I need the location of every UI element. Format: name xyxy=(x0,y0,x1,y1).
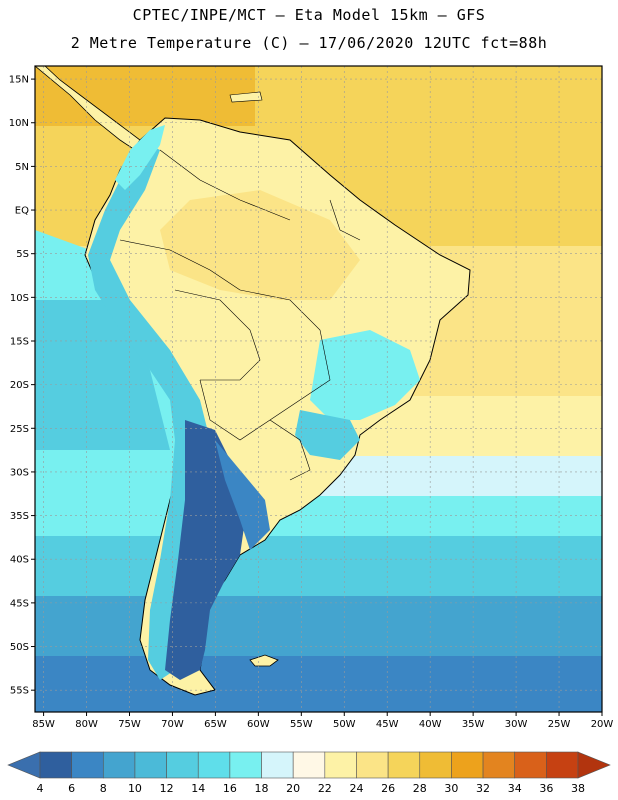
lon-label: 85W xyxy=(32,719,55,730)
chart-title-line-2: 2 Metre Temperature (C) – 17/06/2020 12U… xyxy=(70,34,548,52)
lat-label: 45S xyxy=(10,598,29,609)
colorbar-label: 12 xyxy=(160,782,174,795)
lat-label: 15N xyxy=(9,75,29,86)
lat-label: 25S xyxy=(10,424,29,435)
lat-label: 10S xyxy=(10,293,29,304)
pampas-cool-region xyxy=(215,440,270,550)
colorbar-swatch xyxy=(482,751,516,779)
colorbar-label: 6 xyxy=(68,782,75,795)
colorbar-swatch xyxy=(166,751,199,779)
ocean-band-14 xyxy=(35,536,602,596)
lon-label: 50W xyxy=(333,719,356,730)
brazil-highlands-cool xyxy=(310,330,420,420)
lat-label: 5N xyxy=(15,162,29,173)
colorbar-swatch xyxy=(514,751,547,779)
colorbar-swatch xyxy=(451,751,484,779)
colorbar-swatch xyxy=(324,751,357,779)
colorbar-label: 36 xyxy=(539,782,553,795)
amazon-warm-region xyxy=(160,190,360,300)
lon-label: 65W xyxy=(204,719,227,730)
colorbar-label: 28 xyxy=(413,782,427,795)
andes-cold-strip xyxy=(88,140,210,680)
longitude-labels: 85W 80W 75W 70W 65W 60W 55W 50W 45W 40W 35W 30W 25W 2… xyxy=(32,712,613,730)
colorbar-label: 4 xyxy=(37,782,44,795)
lat-label: 35S xyxy=(10,511,29,522)
lat-label: 10N xyxy=(9,118,29,129)
southern-brazil-cool xyxy=(295,410,360,460)
lon-label: 75W xyxy=(118,719,141,730)
caribbean-islands xyxy=(229,91,263,103)
lat-label: 20S xyxy=(10,380,29,391)
colorbar-swatch xyxy=(292,751,326,779)
falkland-islands xyxy=(249,654,279,667)
colorbar-label: 38 xyxy=(571,782,585,795)
temperature-field xyxy=(35,66,602,712)
colorbar-high-arrow xyxy=(577,751,611,779)
lon-label: 20W xyxy=(591,719,614,730)
colorbar-label: 26 xyxy=(381,782,395,795)
lon-label: 60W xyxy=(247,719,270,730)
colorbar-label: 10 xyxy=(128,782,142,795)
colorbar-low-arrow xyxy=(7,751,41,779)
lon-label: 45W xyxy=(376,719,399,730)
lat-label: 15S xyxy=(10,336,29,347)
northern-andes-cool xyxy=(115,125,165,190)
chart-title-line-1: CPTEC/INPE/MCT – Eta Model 15km – GFS xyxy=(132,6,486,24)
colorbar-swatch xyxy=(356,751,389,779)
lon-label: 70W xyxy=(161,719,184,730)
patagonia-cold-region xyxy=(165,420,245,680)
colorbar-swatch xyxy=(197,751,231,779)
lon-label: 35W xyxy=(462,719,485,730)
colorbar-label: 24 xyxy=(349,782,363,795)
lat-label: EQ xyxy=(15,206,29,217)
colorbar-label: 16 xyxy=(223,782,237,795)
colorbar-swatch xyxy=(102,751,136,779)
colorbar-swatch xyxy=(134,751,167,779)
central-america xyxy=(35,66,141,151)
colorbar-label: 18 xyxy=(255,782,269,795)
colorbar-label: 20 xyxy=(286,782,300,795)
ocean-band-10 xyxy=(35,596,602,656)
colorbar-swatch xyxy=(546,751,579,779)
lon-label: 80W xyxy=(75,719,98,730)
lat-label: 30S xyxy=(10,467,29,478)
map-frame xyxy=(34,65,603,713)
lat-label: 5S xyxy=(16,249,29,260)
colorbar-label: 30 xyxy=(444,782,458,795)
latitude-labels: 15N 10N 5N EQ 5S 10S 15S 20S 25S 30S 35S 40S 45S 50S 5… xyxy=(9,75,35,697)
colorbar-swatch xyxy=(229,751,262,779)
lat-label: 50S xyxy=(10,642,29,653)
colorbar: 4 6 8 10 12 14 16 18 20 22 24 26 28 30 32 34 36 38 xyxy=(7,751,611,795)
colorbar-swatch xyxy=(387,751,421,779)
lon-label: 25W xyxy=(548,719,571,730)
colorbar-label: 22 xyxy=(318,782,332,795)
pacific-cool-core xyxy=(35,300,170,450)
colorbar-label: 14 xyxy=(191,782,205,795)
lon-label: 55W xyxy=(290,719,313,730)
colorbar-swatch xyxy=(71,751,104,779)
caribbean-warm-band xyxy=(35,66,255,126)
colorbar-swatch xyxy=(39,751,72,779)
colorbar-swatch xyxy=(261,751,294,779)
lon-label: 40W xyxy=(419,719,442,730)
lon-label: 30W xyxy=(505,719,528,730)
colorbar-swatch xyxy=(419,751,452,779)
colorbar-label: 8 xyxy=(100,782,107,795)
ocean-band-8 xyxy=(35,656,602,712)
colorbar-label: 32 xyxy=(476,782,490,795)
lat-label: 55S xyxy=(10,686,29,697)
lat-label: 40S xyxy=(10,555,29,566)
colorbar-label: 34 xyxy=(508,782,522,795)
